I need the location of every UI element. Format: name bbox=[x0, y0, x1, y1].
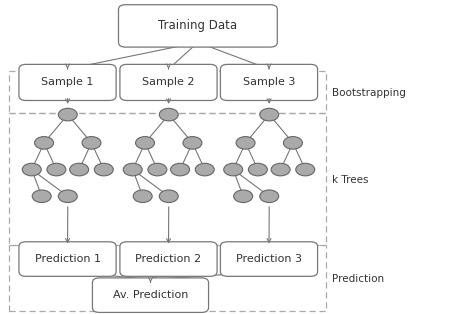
Circle shape bbox=[224, 163, 243, 176]
Text: Sample 1: Sample 1 bbox=[41, 78, 94, 87]
FancyBboxPatch shape bbox=[220, 242, 318, 276]
Circle shape bbox=[58, 108, 77, 121]
Bar bbox=[9, 245, 326, 311]
Text: Prediction 3: Prediction 3 bbox=[236, 254, 302, 264]
Text: Prediction: Prediction bbox=[332, 274, 384, 284]
Circle shape bbox=[123, 163, 142, 176]
Circle shape bbox=[248, 163, 267, 176]
Circle shape bbox=[94, 163, 113, 176]
Circle shape bbox=[234, 190, 253, 203]
Circle shape bbox=[260, 190, 279, 203]
Circle shape bbox=[35, 137, 54, 149]
Circle shape bbox=[58, 190, 77, 203]
Text: Prediction 2: Prediction 2 bbox=[136, 254, 201, 264]
Circle shape bbox=[22, 163, 41, 176]
Text: Bootstrapping: Bootstrapping bbox=[332, 88, 406, 98]
Text: k Trees: k Trees bbox=[332, 175, 368, 185]
FancyBboxPatch shape bbox=[220, 64, 318, 100]
Circle shape bbox=[32, 190, 51, 203]
Circle shape bbox=[195, 163, 214, 176]
Text: Av. Prediction: Av. Prediction bbox=[113, 290, 188, 300]
Bar bbox=[9, 71, 326, 113]
FancyBboxPatch shape bbox=[19, 242, 116, 276]
Circle shape bbox=[183, 137, 202, 149]
Text: Training Data: Training Data bbox=[158, 19, 237, 32]
Circle shape bbox=[47, 163, 66, 176]
Circle shape bbox=[159, 190, 178, 203]
Circle shape bbox=[136, 137, 155, 149]
Bar bbox=[9, 113, 326, 245]
Circle shape bbox=[171, 163, 190, 176]
Text: Sample 3: Sample 3 bbox=[243, 78, 295, 87]
Text: Sample 2: Sample 2 bbox=[142, 78, 195, 87]
FancyBboxPatch shape bbox=[120, 64, 217, 100]
Circle shape bbox=[148, 163, 167, 176]
FancyBboxPatch shape bbox=[118, 5, 277, 47]
Circle shape bbox=[70, 163, 89, 176]
FancyBboxPatch shape bbox=[92, 278, 209, 312]
FancyBboxPatch shape bbox=[19, 64, 116, 100]
FancyBboxPatch shape bbox=[120, 242, 217, 276]
Circle shape bbox=[82, 137, 101, 149]
Text: Prediction 1: Prediction 1 bbox=[35, 254, 100, 264]
Circle shape bbox=[260, 108, 279, 121]
Circle shape bbox=[159, 108, 178, 121]
Circle shape bbox=[296, 163, 315, 176]
Circle shape bbox=[236, 137, 255, 149]
Circle shape bbox=[283, 137, 302, 149]
Circle shape bbox=[271, 163, 290, 176]
Circle shape bbox=[133, 190, 152, 203]
